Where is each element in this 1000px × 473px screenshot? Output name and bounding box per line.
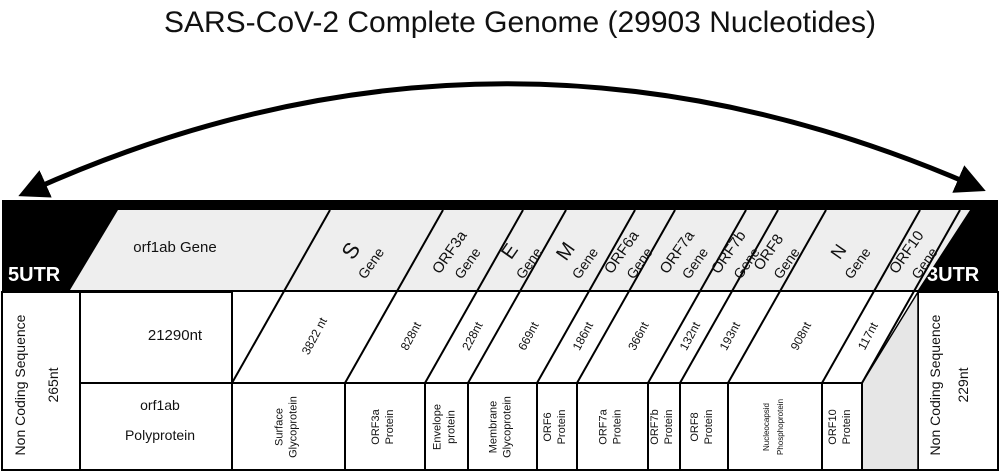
gene-length: 366nt [625,319,652,353]
protein-name-line2: Glycoprotein [288,396,300,458]
protein-name-line2: Protein [841,410,853,445]
gene-boundary [424,209,524,384]
gene-boundary [679,209,779,384]
utr3-length: 229nt [955,367,971,402]
protein-name-line2: Protein [663,410,675,445]
protein-name-line1: ORF10 [827,409,839,444]
utr3-description: Non Coding Sequence [927,314,943,455]
protein-name-line2: protein [446,410,458,444]
protein-name-line1: Membrane [488,401,500,454]
gene-length: 228nt [459,319,486,353]
orf1ab-length: 21290nt [148,327,203,344]
orf1ab-protein-line1: orf1ab [140,397,180,413]
gene-length: 186nt [570,319,597,353]
utr5-box [1,291,81,471]
protein-name-line2: Protein [384,410,396,445]
gene-boundary [861,209,961,384]
gene-length: 908nt [788,319,815,353]
protein-name-line1: ORF8 [689,412,701,441]
gene-boundary [821,209,921,384]
utr3-box [917,291,999,471]
gene-length: 828nt [398,319,425,353]
orf1ab-separator [231,209,331,384]
gene-boundary [576,209,676,384]
gene-length: 193nt [717,319,744,353]
gene-length: 669nt [515,319,542,353]
protein-name-line1: ORF7a [598,408,610,444]
gene-length: 3822 nt [299,315,330,358]
orf1ab-box [79,291,233,471]
protein-name-line1: ORF3a [370,408,382,444]
protein-name-line2: Phosphoprotein [776,399,785,455]
gene-length: 117nt [855,319,881,352]
utr3-corner [861,289,919,471]
protein-name-line1: Envelope [432,404,444,450]
orf1ab-gene-label: orf1ab Gene [133,239,216,256]
gene-boundary [467,209,567,384]
protein-name-line1: Nucleocapsid [762,403,771,451]
diagram-title: SARS-CoV-2 Complete Genome (29903 Nucleo… [164,6,876,39]
protein-name-line1: ORF6 [542,412,554,441]
protein-name-line2: Protein [612,410,624,445]
protein-name-line1: ORF7b [649,409,661,444]
gene-boundary [647,209,747,384]
utr5-description: Non Coding Sequence [12,314,28,455]
gene-boundary [536,209,636,384]
gene-boundary [727,209,827,384]
utr3-label: 3UTR [927,264,980,286]
protein-name-line2: Protein [556,410,568,445]
protein-name-line1: Surface [274,408,286,446]
genome-span-arrow [18,81,986,198]
protein-name-line2: Glycoprotein [502,396,514,458]
utr5-label: 5UTR [8,264,61,286]
gene-boundary [344,209,444,384]
utr5-length: 265nt [45,367,61,402]
protein-name-line2: Protein [703,410,715,445]
orf1ab-protein-line2: Polyprotein [125,427,195,443]
